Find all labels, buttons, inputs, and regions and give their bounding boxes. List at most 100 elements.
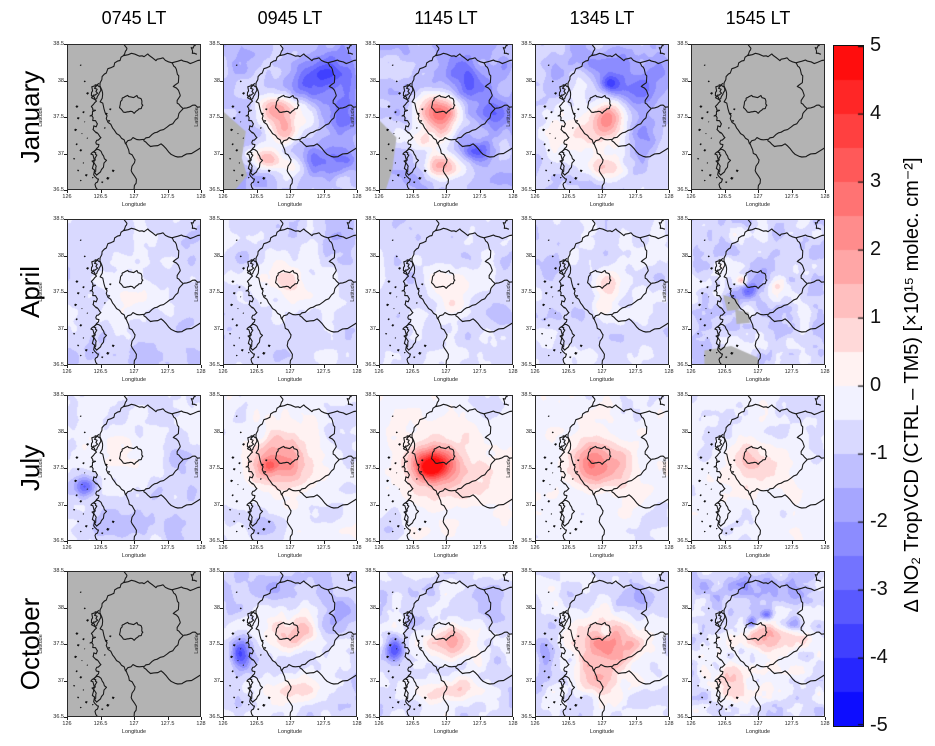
x-tick-label: 127.5 bbox=[472, 721, 487, 727]
y-tick-label: 36.5 bbox=[677, 714, 688, 720]
y-axis-label: Latitude bbox=[662, 107, 668, 127]
heatmap-january-0945 bbox=[223, 44, 357, 190]
x-tick-label: 128 bbox=[820, 545, 830, 551]
x-tick-mark bbox=[67, 190, 68, 193]
y-tick-mark bbox=[220, 255, 223, 257]
x-tick-label: 126 bbox=[686, 721, 696, 727]
colorbar-gradient bbox=[833, 45, 864, 727]
x-tick-label: 127.5 bbox=[160, 545, 175, 551]
y-tick-label: 36.5 bbox=[365, 538, 376, 544]
x-tick-mark bbox=[691, 541, 692, 544]
x-axis-label: Longitude bbox=[433, 729, 459, 735]
x-tick-label: 128 bbox=[196, 721, 206, 727]
y-tick-mark bbox=[220, 190, 223, 191]
heatmap-april-0745 bbox=[67, 219, 201, 365]
y-tick-label: 37.5 bbox=[209, 641, 220, 647]
x-tick-mark bbox=[379, 541, 380, 544]
x-tick-mark bbox=[513, 365, 514, 368]
x-tick-label: 128 bbox=[508, 721, 518, 727]
heatmap-january-1145 bbox=[379, 44, 513, 190]
y-tick-label: 36.5 bbox=[521, 362, 532, 368]
y-tick-mark bbox=[376, 680, 379, 682]
colorbar-tick--2: -2 bbox=[870, 510, 888, 532]
x-tick-mark bbox=[669, 717, 670, 720]
x-tick-mark bbox=[758, 541, 759, 544]
y-tick-mark bbox=[376, 328, 379, 330]
y-tick-mark bbox=[64, 365, 67, 366]
y-tick-label: 37.5 bbox=[53, 289, 64, 295]
x-tick-mark bbox=[357, 717, 358, 720]
x-tick-mark bbox=[825, 190, 826, 193]
x-tick-label: 126 bbox=[530, 194, 540, 200]
y-tick-label: 38 bbox=[213, 428, 220, 435]
x-tick-mark bbox=[691, 190, 692, 193]
x-tick-mark bbox=[791, 365, 793, 368]
y-tick-label: 37.5 bbox=[53, 641, 64, 647]
x-tick-label: 127.5 bbox=[316, 194, 331, 200]
y-tick-label: 37.5 bbox=[209, 465, 220, 471]
x-tick-label: 127.5 bbox=[472, 194, 487, 200]
y-tick-label: 37.5 bbox=[365, 289, 376, 295]
x-axis-label: Longitude bbox=[277, 729, 303, 735]
x-tick-label: 126.5 bbox=[405, 545, 420, 551]
y-tick-mark bbox=[688, 680, 691, 682]
x-tick-label: 128 bbox=[508, 545, 518, 551]
x-tick-label: 128 bbox=[352, 194, 362, 200]
y-tick-label: 38.5 bbox=[677, 216, 688, 222]
heatmap-october-1345 bbox=[535, 571, 669, 717]
heatmap-october-1545 bbox=[691, 571, 825, 717]
y-tick-label: 36.5 bbox=[677, 187, 688, 193]
y-tick-label: 38 bbox=[369, 428, 376, 435]
x-tick-label: 126 bbox=[218, 194, 228, 200]
map-panel-april-1345: 38.5 38 37.5 37 36.5 126 126.5 127 127.5 128 Latit… bbox=[506, 216, 674, 383]
y-tick-label: 37 bbox=[57, 677, 64, 684]
x-tick-label: 127 bbox=[753, 721, 763, 727]
y-tick-label: 38.5 bbox=[677, 392, 688, 398]
y-tick-label: 38 bbox=[57, 604, 64, 611]
x-axis-label: Longitude bbox=[433, 553, 459, 559]
y-tick-label: 37 bbox=[213, 325, 220, 332]
x-axis-label: Longitude bbox=[745, 377, 771, 383]
x-tick-label: 126.5 bbox=[405, 369, 420, 375]
y-tick-mark bbox=[64, 328, 67, 330]
y-tick-mark bbox=[64, 395, 67, 396]
y-axis-label: Latitude bbox=[350, 282, 356, 302]
x-tick-label: 128 bbox=[664, 721, 674, 727]
x-tick-mark bbox=[446, 717, 447, 720]
x-tick-mark bbox=[635, 541, 637, 544]
x-tick-label: 128 bbox=[352, 721, 362, 727]
y-tick-label: 36.5 bbox=[209, 362, 220, 368]
y-tick-mark bbox=[64, 255, 67, 257]
y-tick-label: 38.5 bbox=[365, 216, 376, 222]
y-tick-label: 38 bbox=[57, 428, 64, 435]
y-tick-label: 36.5 bbox=[521, 538, 532, 544]
map-panel-july-1345: 38.5 38 37.5 37 36.5 126 126.5 127 127.5 128 Latit… bbox=[506, 392, 674, 559]
x-tick-label: 128 bbox=[664, 545, 674, 551]
x-tick-label: 128 bbox=[508, 369, 518, 375]
x-tick-label: 126.5 bbox=[249, 369, 264, 375]
y-tick-label: 37 bbox=[57, 150, 64, 157]
y-tick-label: 38 bbox=[525, 604, 532, 611]
x-tick-label: 127 bbox=[441, 369, 451, 375]
y-tick-mark bbox=[64, 607, 67, 609]
y-tick-label: 37 bbox=[57, 501, 64, 508]
x-tick-mark bbox=[223, 717, 224, 720]
y-tick-label: 38 bbox=[681, 77, 688, 84]
y-tick-mark bbox=[376, 468, 379, 469]
map-panel-january-1345: 38.5 38 37.5 37 36.5 126 126.5 127 127.5 128 Latit… bbox=[506, 41, 674, 208]
x-tick-label: 126.5 bbox=[93, 369, 108, 375]
y-tick-mark bbox=[64, 680, 67, 682]
x-tick-mark bbox=[602, 717, 603, 720]
map-panel-april-0945: 38.5 38 37.5 37 36.5 126 126.5 127 127.5 128 Latit… bbox=[194, 216, 362, 383]
x-tick-label: 127.5 bbox=[472, 545, 487, 551]
y-tick-mark bbox=[376, 571, 379, 572]
x-tick-mark bbox=[100, 190, 102, 193]
y-tick-mark bbox=[64, 44, 67, 45]
x-tick-mark bbox=[357, 541, 358, 544]
x-tick-label: 127 bbox=[441, 545, 451, 551]
x-tick-label: 127.5 bbox=[784, 545, 799, 551]
y-tick-mark bbox=[532, 468, 535, 469]
y-tick-mark bbox=[688, 219, 691, 220]
y-axis-label: Latitude bbox=[194, 107, 200, 127]
y-tick-label: 37 bbox=[369, 150, 376, 157]
